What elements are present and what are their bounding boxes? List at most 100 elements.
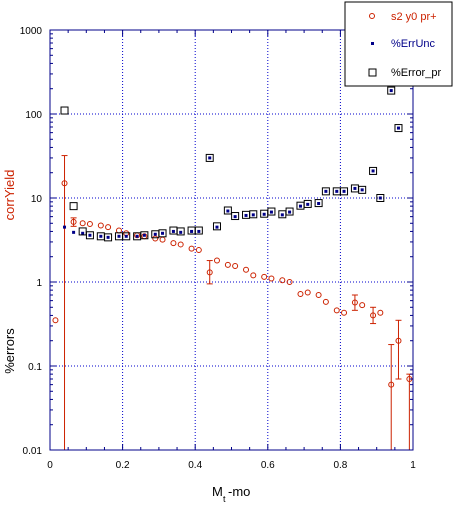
data-point-yield <box>377 309 384 316</box>
tick-labels: 0 0.2 0.4 0.6 0.8 1 0.01 0.1 1 10 100 1000 <box>20 26 416 471</box>
data-point-yield <box>177 241 184 248</box>
data-point-yield <box>159 236 166 243</box>
data-point-error-pr <box>303 199 312 208</box>
legend-marker-open-circle <box>369 13 375 19</box>
data-point-errunc <box>190 229 194 233</box>
legend: s2 y0 pr+ %ErrUnc %Error_pr <box>344 1 453 87</box>
data-point-errunc <box>251 213 255 217</box>
data-point-error-pr <box>85 231 94 240</box>
data-point-errunc <box>161 231 165 235</box>
data-point-yield <box>359 302 366 309</box>
data-point-errunc <box>208 156 212 160</box>
axis-ticks <box>50 30 413 451</box>
data-point-errunc <box>378 196 382 200</box>
x-tick-label: 0 <box>47 460 53 471</box>
data-point-errunc <box>171 229 175 233</box>
data-point-errunc <box>179 230 183 234</box>
data-point-error-pr <box>314 199 323 208</box>
y-tick-label: 1 <box>36 278 42 289</box>
data-point-errunc <box>371 169 375 173</box>
data-point-yield <box>152 235 159 242</box>
legend-label-yield: s2 y0 pr+ <box>391 11 437 23</box>
data-point-errunc <box>117 234 121 238</box>
x-axis-label-subscript: t <box>223 494 226 504</box>
data-point-error-pr <box>231 212 240 221</box>
data-point-yield <box>250 272 257 279</box>
data-point-yield <box>322 298 329 305</box>
data-point-yield <box>206 269 213 276</box>
data-point-errunc <box>244 213 248 217</box>
data-point-error-pr <box>205 153 214 162</box>
data-point-error-pr <box>394 124 403 133</box>
data-point-yield <box>279 277 286 284</box>
data-point-error-pr <box>321 187 330 196</box>
data-point-yield <box>70 218 77 225</box>
data-point-error-pr <box>176 227 185 236</box>
data-point-errunc <box>342 189 346 193</box>
data-point-errunc <box>306 202 310 206</box>
data-point-error-pr <box>223 206 232 215</box>
legend-entry-yield: s2 y0 pr+ <box>369 11 437 23</box>
legend-entry-errunc: %ErrUnc <box>371 38 436 50</box>
data-point-errunc <box>298 204 302 208</box>
data-point-errunc <box>135 234 139 238</box>
data-point-error-pr <box>358 185 367 194</box>
data-point-errunc <box>360 188 364 192</box>
data-point-errunc <box>106 235 110 239</box>
data-point-errunc <box>226 209 230 213</box>
data-point-errunc <box>197 229 201 233</box>
error-bars <box>61 155 413 450</box>
data-point-error-pr <box>122 232 131 241</box>
data-point-errunc <box>262 212 266 216</box>
data-point-yield <box>388 381 395 388</box>
data-point-errunc <box>142 233 146 237</box>
data-point-yield <box>105 224 112 231</box>
data-point-errunc <box>88 233 92 237</box>
data-point-error-pr <box>212 222 221 231</box>
data-point-yield <box>61 180 68 187</box>
data-point-yield <box>224 261 231 268</box>
data-point-error-pr <box>267 207 276 216</box>
data-point-yield <box>297 290 304 297</box>
data-point-errunc <box>153 232 157 236</box>
data-point-yield <box>304 289 311 296</box>
data-point-errunc <box>81 231 85 235</box>
data-point-error-pr <box>369 166 378 175</box>
legend-marker-open-square <box>368 68 377 77</box>
legend-marker-filled-square <box>371 42 374 45</box>
data-point-yield <box>97 222 104 229</box>
data-point-errunc <box>99 234 103 238</box>
data-point-yield <box>351 299 358 306</box>
data-point-yield <box>315 292 322 299</box>
data-point-yield <box>86 221 93 228</box>
y-axis-label-top: corrYield <box>2 170 17 221</box>
data-point-yield <box>79 220 86 227</box>
data-point-errunc <box>317 202 321 206</box>
data-point-yield <box>188 245 195 252</box>
data-point-errunc <box>233 215 237 219</box>
x-tick-label: 0.2 <box>116 460 130 471</box>
x-axis-label-main: M <box>212 484 223 499</box>
data-point-error-pr <box>249 210 258 219</box>
data-point-yield <box>341 309 348 316</box>
legend-entry-error-pr: %Error_pr <box>368 67 441 79</box>
data-point-errunc <box>353 186 357 190</box>
data-point-error-pr <box>285 207 294 216</box>
data-markers <box>52 86 413 388</box>
data-point-errunc <box>72 230 76 234</box>
x-tick-label: 0.6 <box>261 460 275 471</box>
data-point-error-pr <box>376 194 385 202</box>
data-point-error-pr <box>104 233 113 242</box>
data-point-errunc <box>269 210 273 214</box>
y-tick-label: 1000 <box>20 26 43 37</box>
y-tick-label: 0.01 <box>23 446 43 457</box>
data-point-errunc <box>63 225 67 229</box>
data-point-yield <box>286 279 293 285</box>
legend-label-error-pr: %Error_pr <box>391 67 441 79</box>
data-point-errunc <box>215 225 219 229</box>
y-tick-label: 0.1 <box>28 362 42 373</box>
data-point-error-pr <box>340 187 349 196</box>
data-point-yield <box>195 247 202 254</box>
data-point-errunc <box>280 213 284 217</box>
